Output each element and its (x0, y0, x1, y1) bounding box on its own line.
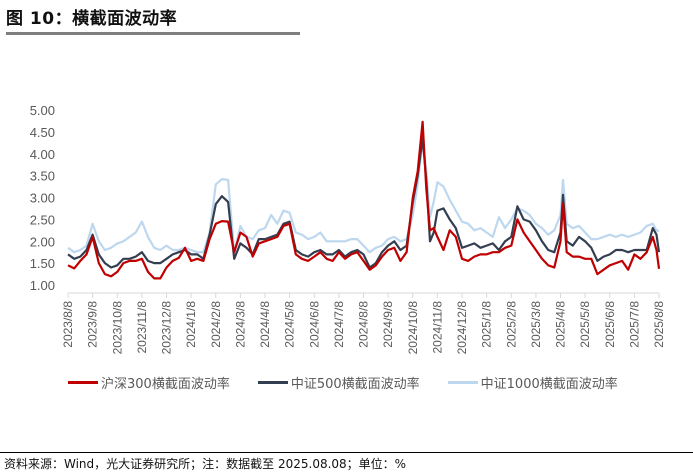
x-tick-label: 2024/1/8 (184, 301, 198, 348)
x-tick-label: 2025/6/8 (603, 301, 617, 348)
x-tick-label: 2024/12/8 (455, 301, 469, 355)
x-tick-label: 2025/4/8 (554, 301, 568, 348)
legend-swatch-zz1000 (447, 381, 478, 384)
x-tick-label: 2023/10/8 (110, 301, 124, 355)
series-layer (67, 120, 661, 280)
x-tick-label: 2025/5/8 (578, 301, 592, 348)
x-tick-label: 2025/7/8 (627, 301, 641, 348)
y-tick-label: 2.50 (30, 212, 55, 227)
legend-label: 中证500横截面波动率 (290, 377, 420, 392)
legend-label: 沪深300横截面波动率 (101, 377, 230, 392)
x-tick-label: 2024/3/8 (233, 301, 247, 348)
hs300-line (67, 120, 661, 280)
legend-item-zz500: 中证500横截面波动率 (257, 373, 420, 392)
y-tick-label: 3.50 (30, 169, 55, 184)
x-tick-label: 2023/8/8 (61, 301, 75, 348)
x-tick-label: 2024/7/8 (332, 301, 346, 348)
x-tick-label: 2025/2/8 (504, 301, 518, 348)
x-tick-label: 2024/5/8 (283, 301, 297, 348)
x-tick-label: 2024/4/8 (258, 301, 272, 348)
x-tick-label: 2024/2/8 (209, 301, 223, 348)
y-tick-label: 1.00 (30, 278, 55, 293)
source-note: 资料来源：Wind，光大证券研究所；注：数据截至 2025.08.08；单位：% (4, 457, 407, 471)
x-axis: 2023/8/8 2023/9/8 2023/10/8 2023/11/8 2023/1… (61, 292, 666, 355)
x-tick-label: 2023/12/8 (160, 301, 174, 355)
x-tick-label: 2023/11/8 (135, 301, 149, 354)
x-tick-label: 2024/6/8 (307, 301, 321, 348)
x-tick-label: 2024/8/8 (357, 301, 371, 348)
y-axis: 1.00 1.50 2.00 2.50 3.00 3.50 4.00 4.50 5.00 (30, 103, 55, 293)
x-tick-label: 2024/10/8 (406, 301, 420, 355)
legend-item-hs300: 沪深300横截面波动率 (68, 373, 230, 392)
title-divider (6, 32, 300, 35)
legend: 沪深300横截面波动率 中证500横截面波动率 中证1000横截面波动率 (68, 373, 618, 392)
x-tick-label: 2025/8/8 (652, 301, 666, 348)
y-tick-label: 5.00 (30, 103, 55, 118)
legend-label: 中证1000横截面波动率 (480, 377, 618, 392)
y-tick-label: 2.00 (30, 234, 55, 249)
x-tick-label: 2023/9/8 (86, 301, 100, 348)
x-tick-label: 2025/1/8 (480, 301, 494, 348)
y-tick-label: 4.00 (30, 147, 55, 162)
figure-title: 图 10：横截面波动率 (6, 9, 178, 29)
x-tick-label: 2024/11/8 (430, 301, 444, 354)
y-tick-label: 1.50 (30, 256, 55, 271)
x-tick-label: 2024/9/8 (381, 301, 395, 348)
y-tick-label: 4.50 (30, 125, 55, 140)
legend-swatch-hs300 (68, 381, 98, 384)
x-tick-label: 2025/3/8 (529, 301, 543, 348)
legend-item-zz1000: 中证1000横截面波动率 (447, 373, 618, 392)
y-tick-label: 3.00 (30, 191, 55, 206)
legend-swatch-zz500 (257, 381, 288, 384)
line-chart: 1.00 1.50 2.00 2.50 3.00 3.50 4.00 4.50 5.00 202… (30, 103, 666, 355)
zz1000-line (67, 139, 660, 254)
source-divider (0, 452, 693, 453)
